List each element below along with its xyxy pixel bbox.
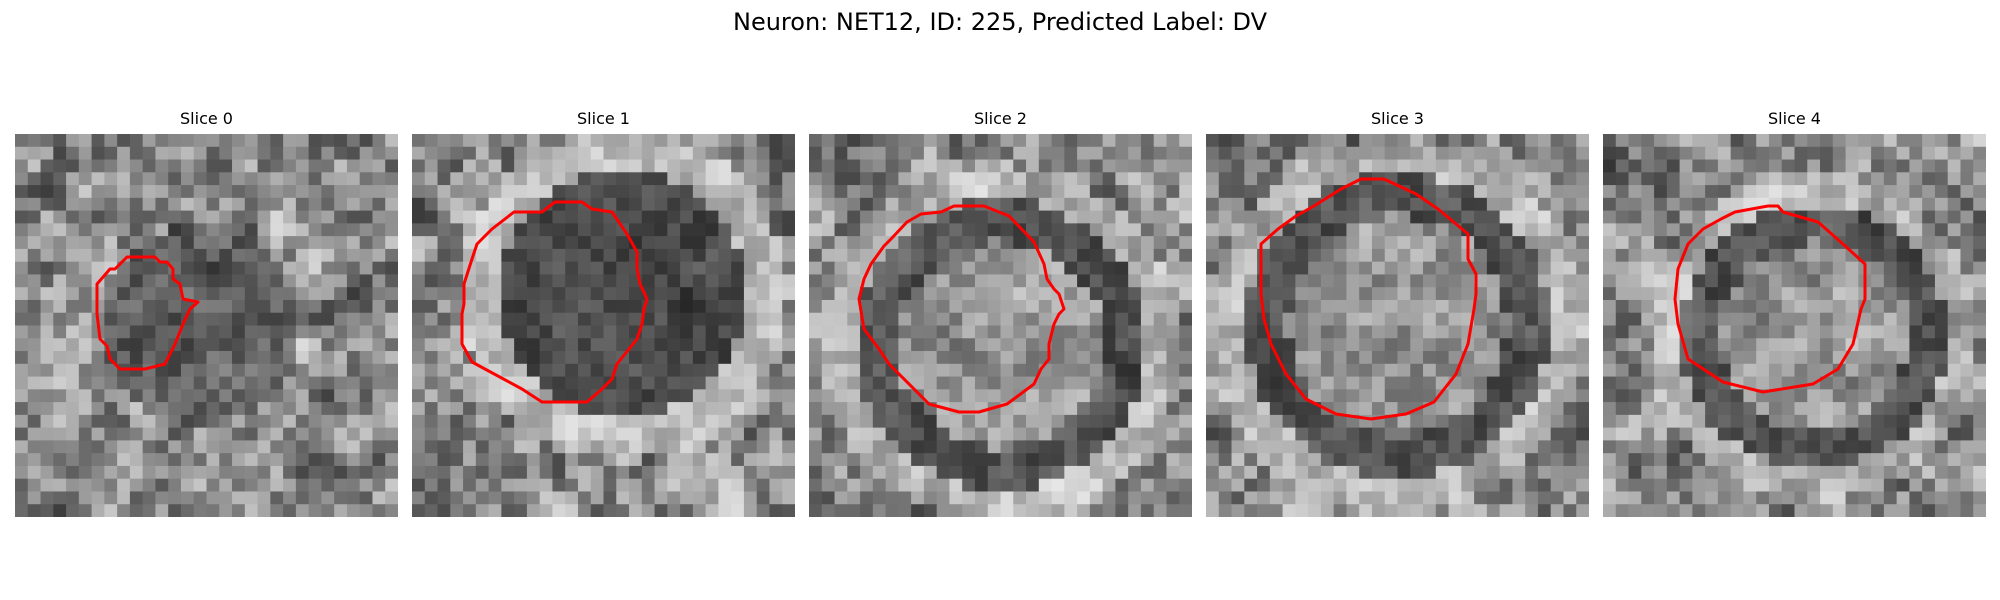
slice-panel: [809, 134, 1192, 517]
slice-panel: [1603, 134, 1986, 517]
roi-contour: [1673, 204, 1867, 394]
slice-title: Slice 4: [1768, 109, 1821, 128]
figure-title: Neuron: NET12, ID: 225, Predicted Label:…: [732, 8, 1268, 36]
slice-title: Slice 0: [180, 109, 233, 128]
roi-contour: [460, 200, 649, 404]
roi-contour: [857, 204, 1066, 414]
slice-title: Slice 2: [974, 109, 1027, 128]
slice-image: [412, 134, 795, 517]
roi-contour: [1259, 177, 1478, 421]
slice-image: [809, 134, 1192, 517]
slice-panel: [1206, 134, 1589, 517]
slice-image: [1206, 134, 1589, 517]
slice-title: Slice 1: [577, 109, 630, 128]
slice-title: Slice 3: [1371, 109, 1424, 128]
slice-image: [15, 134, 398, 517]
slice-panel: [15, 134, 398, 517]
roi-contour: [95, 255, 200, 371]
slice-panel: [412, 134, 795, 517]
slice-image: [1603, 134, 1986, 517]
